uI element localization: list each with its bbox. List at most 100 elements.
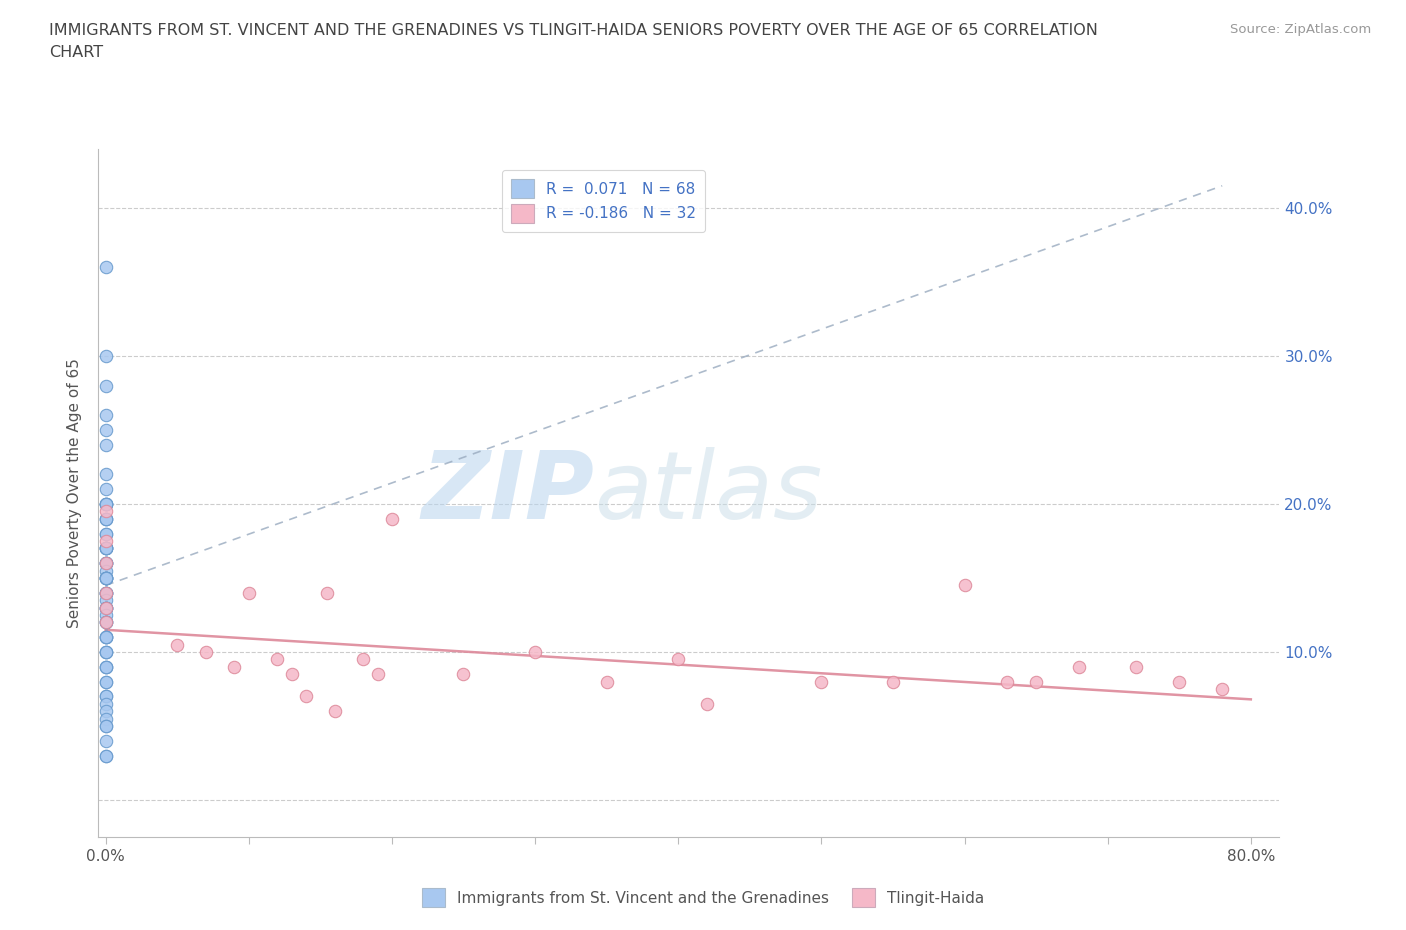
- Y-axis label: Seniors Poverty Over the Age of 65: Seniors Poverty Over the Age of 65: [67, 358, 83, 628]
- Point: [1025, 674, 1047, 689]
- Point: [1168, 674, 1191, 689]
- Text: IMMIGRANTS FROM ST. VINCENT AND THE GRENADINES VS TLINGIT-HAIDA SENIORS POVERTY : IMMIGRANTS FROM ST. VINCENT AND THE GREN…: [49, 23, 1098, 38]
- Point: [94, 259, 117, 274]
- Point: [595, 674, 617, 689]
- Point: [94, 534, 117, 549]
- Point: [94, 689, 117, 704]
- Point: [367, 667, 389, 682]
- Point: [94, 571, 117, 586]
- Point: [94, 556, 117, 571]
- Point: [94, 697, 117, 711]
- Point: [94, 541, 117, 556]
- Point: [94, 422, 117, 437]
- Point: [94, 571, 117, 586]
- Point: [997, 674, 1019, 689]
- Legend: R =  0.071   N = 68, R = -0.186   N = 32: R = 0.071 N = 68, R = -0.186 N = 32: [502, 170, 706, 232]
- Point: [94, 659, 117, 674]
- Point: [94, 615, 117, 630]
- Point: [224, 659, 246, 674]
- Point: [166, 637, 188, 652]
- Point: [94, 585, 117, 600]
- Text: atlas: atlas: [595, 447, 823, 538]
- Point: [94, 467, 117, 482]
- Point: [266, 652, 288, 667]
- Point: [323, 704, 346, 719]
- Point: [94, 556, 117, 571]
- Point: [94, 734, 117, 749]
- Point: [1067, 659, 1090, 674]
- Point: [94, 497, 117, 512]
- Point: [94, 512, 117, 526]
- Point: [1125, 659, 1147, 674]
- Point: [453, 667, 475, 682]
- Point: [94, 482, 117, 497]
- Point: [94, 437, 117, 452]
- Point: [94, 497, 117, 512]
- Point: [94, 644, 117, 659]
- Point: [94, 615, 117, 630]
- Point: [94, 600, 117, 615]
- Point: [94, 541, 117, 556]
- Point: [94, 556, 117, 571]
- Point: [94, 704, 117, 719]
- Point: [94, 526, 117, 541]
- Point: [666, 652, 689, 667]
- Point: [94, 571, 117, 586]
- Point: [94, 644, 117, 659]
- Point: [94, 659, 117, 674]
- Point: [280, 667, 302, 682]
- Point: [94, 585, 117, 600]
- Point: [94, 615, 117, 630]
- Point: [94, 630, 117, 644]
- Text: Source: ZipAtlas.com: Source: ZipAtlas.com: [1230, 23, 1371, 36]
- Point: [352, 652, 374, 667]
- Point: [94, 379, 117, 393]
- Point: [94, 719, 117, 734]
- Point: [94, 571, 117, 586]
- Point: [94, 512, 117, 526]
- Point: [94, 349, 117, 364]
- Point: [94, 630, 117, 644]
- Point: [94, 541, 117, 556]
- Point: [94, 407, 117, 422]
- Point: [94, 615, 117, 630]
- Point: [94, 607, 117, 622]
- Point: [94, 600, 117, 615]
- Point: [94, 504, 117, 519]
- Point: [94, 556, 117, 571]
- Point: [94, 497, 117, 512]
- Point: [94, 630, 117, 644]
- Point: [94, 571, 117, 586]
- Point: [94, 600, 117, 615]
- Point: [94, 659, 117, 674]
- Point: [94, 585, 117, 600]
- Point: [94, 585, 117, 600]
- Point: [1211, 682, 1233, 697]
- Point: [94, 526, 117, 541]
- Point: [94, 541, 117, 556]
- Point: [94, 674, 117, 689]
- Point: [94, 585, 117, 600]
- Point: [94, 674, 117, 689]
- Point: [94, 497, 117, 512]
- Text: CHART: CHART: [49, 45, 103, 60]
- Point: [882, 674, 904, 689]
- Point: [94, 564, 117, 578]
- Point: [316, 585, 339, 600]
- Point: [94, 711, 117, 726]
- Point: [94, 600, 117, 615]
- Text: ZIP: ZIP: [422, 447, 595, 538]
- Point: [810, 674, 832, 689]
- Point: [94, 630, 117, 644]
- Point: [94, 556, 117, 571]
- Point: [94, 748, 117, 763]
- Point: [94, 719, 117, 734]
- Point: [381, 512, 404, 526]
- Point: [94, 689, 117, 704]
- Legend: Immigrants from St. Vincent and the Grenadines, Tlingit-Haida: Immigrants from St. Vincent and the Gren…: [416, 883, 990, 913]
- Point: [94, 644, 117, 659]
- Point: [94, 512, 117, 526]
- Point: [94, 748, 117, 763]
- Point: [295, 689, 318, 704]
- Point: [194, 644, 217, 659]
